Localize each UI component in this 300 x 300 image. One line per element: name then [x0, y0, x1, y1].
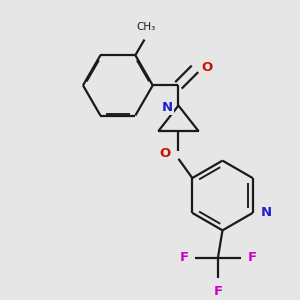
Text: F: F	[247, 251, 256, 264]
Text: F: F	[213, 285, 223, 298]
Text: N: N	[261, 206, 272, 219]
Text: F: F	[179, 251, 188, 264]
Text: O: O	[201, 61, 213, 74]
Text: O: O	[160, 147, 171, 160]
Text: N: N	[162, 101, 173, 114]
Text: CH₃: CH₃	[137, 22, 156, 32]
